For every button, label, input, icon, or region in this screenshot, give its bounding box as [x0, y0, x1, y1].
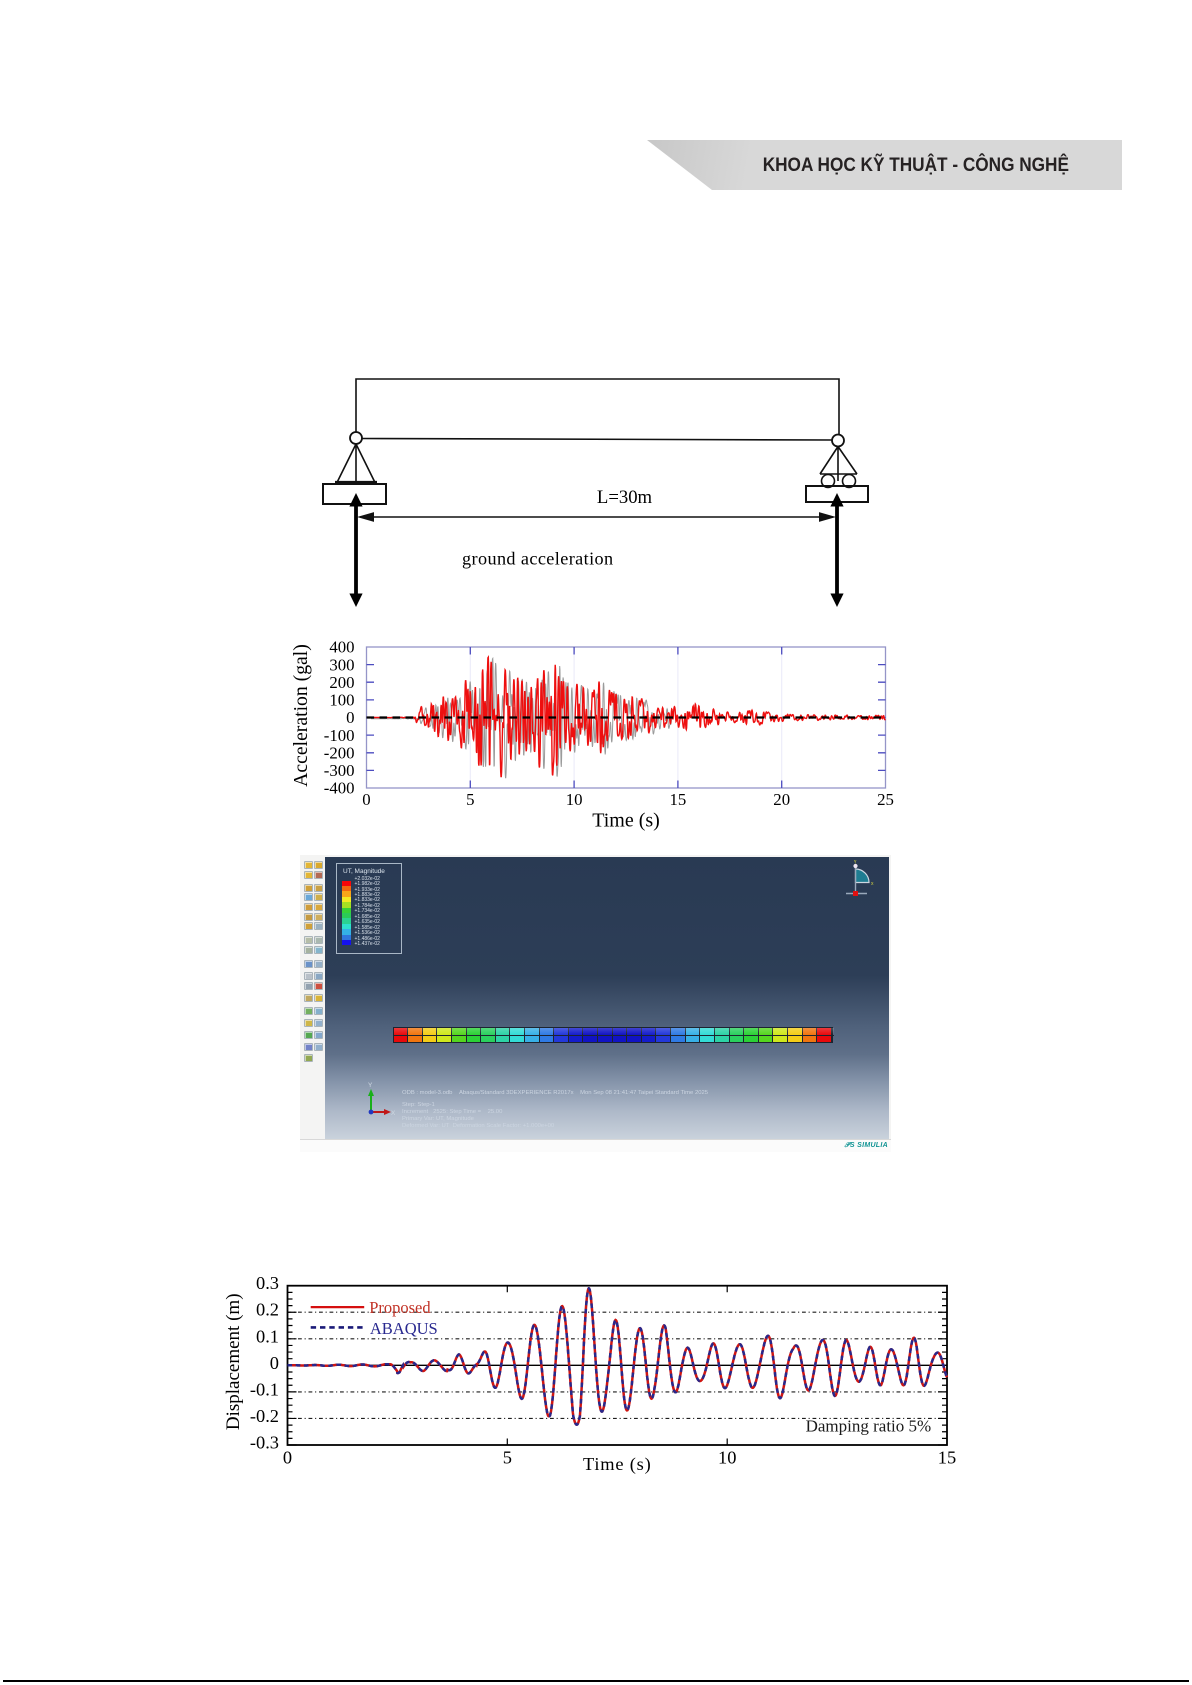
svg-text:-400: -400	[324, 779, 355, 798]
svg-text:ABAQUS: ABAQUS	[370, 1319, 438, 1338]
svg-text:-0.1: -0.1	[250, 1379, 279, 1399]
svg-text:Proposed: Proposed	[369, 1298, 431, 1317]
svg-text:-200: -200	[324, 744, 355, 763]
svg-text:0: 0	[270, 1353, 279, 1373]
svg-text:0: 0	[346, 708, 354, 727]
svg-text:0.3: 0.3	[256, 1273, 279, 1293]
svg-text:20: 20	[773, 790, 790, 809]
svg-text:-0.3: -0.3	[250, 1433, 279, 1453]
svg-text:-100: -100	[324, 726, 355, 745]
svg-text:Time (s): Time (s)	[592, 810, 660, 832]
svg-text:x: x	[871, 881, 874, 887]
svg-text:Acceleration (gal): Acceleration (gal)	[290, 644, 312, 787]
svg-text:100: 100	[329, 691, 354, 710]
svg-text:0: 0	[362, 790, 370, 809]
svg-text:15: 15	[938, 1447, 956, 1467]
svg-text:X: X	[391, 1110, 395, 1117]
svg-text:300: 300	[329, 655, 354, 674]
svg-text:5: 5	[503, 1447, 512, 1467]
svg-text:Y: Y	[368, 1082, 373, 1089]
svg-text:0.2: 0.2	[256, 1300, 279, 1320]
svg-text:25: 25	[877, 790, 894, 809]
svg-text:5: 5	[466, 790, 474, 809]
svg-text:Y: Y	[854, 860, 858, 866]
svg-text:0: 0	[283, 1447, 292, 1467]
svg-text:10: 10	[566, 790, 583, 809]
svg-text:200: 200	[329, 673, 354, 692]
svg-text:Time (s): Time (s)	[583, 1454, 652, 1475]
svg-text:L=30m: L=30m	[597, 487, 653, 508]
svg-text:-300: -300	[324, 761, 355, 780]
svg-text:Damping ratio 5%: Damping ratio 5%	[806, 1416, 932, 1435]
svg-text:10: 10	[718, 1447, 736, 1467]
svg-text:ground acceleration: ground acceleration	[462, 549, 614, 569]
svg-text:0.1: 0.1	[256, 1326, 279, 1346]
svg-text:-0.2: -0.2	[250, 1406, 279, 1426]
svg-text:Displacement (m): Displacement (m)	[223, 1293, 244, 1430]
svg-text:400: 400	[329, 638, 354, 657]
svg-text:15: 15	[670, 790, 687, 809]
